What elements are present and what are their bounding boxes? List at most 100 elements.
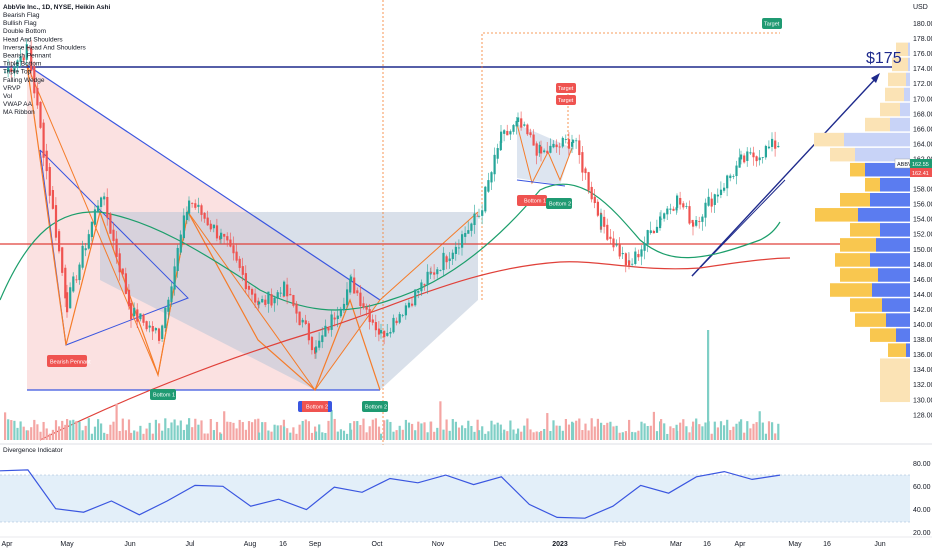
candle-body (743, 155, 746, 163)
volume-bar (685, 426, 688, 440)
candle-body (215, 225, 219, 239)
candle-body (436, 269, 439, 275)
candle-body (426, 271, 429, 286)
legend-item[interactable]: VRVP (3, 85, 21, 92)
legend-item[interactable]: Vol (3, 93, 13, 100)
pattern-labels: Bearish Pennant Bottom 1 Bottom 2 Bottom… (47, 18, 902, 412)
volume-bar (732, 426, 735, 440)
volume-bar (461, 425, 464, 440)
price-axis: USD 180.00 178.00 176.00 174.00 172.00 170.00… (894, 4, 932, 419)
candle-body (470, 223, 473, 231)
candle-body (555, 144, 558, 148)
legend-item[interactable]: Bullish Flag (3, 20, 37, 27)
legend-item[interactable]: VWAP AA (3, 101, 33, 108)
candle-body (481, 210, 484, 216)
candle-body (127, 289, 131, 307)
candle-body (87, 234, 90, 249)
candle-body (30, 47, 33, 71)
candle-body (254, 293, 257, 303)
label-target-1: Target (558, 86, 574, 92)
candle-body (414, 289, 417, 306)
volume-bar (90, 433, 93, 440)
volume-bar (127, 419, 131, 440)
price-tick-label: 176.00 (913, 51, 932, 58)
vrvp-bar-buy (865, 177, 880, 192)
candle-body (304, 320, 307, 325)
candle-body (90, 221, 93, 238)
volume-bar (25, 430, 28, 440)
candle-body (590, 186, 593, 200)
candle-body (655, 226, 659, 233)
candle-body (767, 146, 771, 149)
legend-item[interactable]: Head And Shoulders (3, 36, 63, 43)
volume-bar (365, 432, 368, 440)
candle-body (362, 303, 365, 308)
candle-body (606, 224, 609, 240)
candle-body (142, 314, 145, 323)
volume-bar (411, 423, 414, 440)
candle-body (226, 236, 229, 241)
candle-body (93, 209, 97, 225)
legend-item[interactable]: Double Bottom (3, 28, 46, 35)
volume-bar (490, 420, 493, 440)
volume-bar (493, 424, 496, 440)
candle-body (200, 205, 203, 215)
volume-bar (420, 423, 423, 440)
volume-bar (506, 431, 509, 440)
volume-bar (442, 429, 445, 440)
volume-bar (729, 430, 732, 440)
volume-bar (81, 430, 84, 440)
oscillator-tick-label: 20.00 (913, 530, 931, 537)
legend-item[interactable]: Falling Wedge (3, 77, 45, 84)
candle-body (487, 180, 490, 192)
candle-body (738, 157, 741, 168)
price-tick-label: 144.00 (913, 292, 932, 299)
vrvp-bar-buy (865, 117, 890, 132)
candle-body (112, 229, 115, 241)
volume-bar (660, 419, 663, 440)
vrvp-bar-buy (888, 72, 906, 87)
legend-item[interactable]: Inverse Head And Shoulders (3, 44, 86, 51)
candle-body (777, 145, 780, 148)
volume-bar (692, 421, 695, 440)
candle-body (398, 314, 401, 323)
volume-bar (197, 424, 200, 440)
candle-body (549, 145, 552, 153)
time-tick-label: 2023 (552, 541, 568, 548)
volume-bar (454, 421, 457, 440)
legend-item[interactable]: Triple Top (3, 69, 32, 76)
volume-bar (503, 429, 506, 440)
volume-bar (529, 429, 532, 440)
vrvp-bar-sell (870, 193, 910, 207)
vrvp-bar-sell (882, 298, 910, 312)
candle-body (646, 230, 649, 245)
time-tick-label: 16 (823, 541, 831, 548)
candle-body (295, 303, 298, 314)
symbol-title: AbbVie Inc., 1D, NYSE, Heikin Ashi (3, 4, 110, 11)
candle-body (500, 131, 503, 143)
candle-body (173, 266, 176, 290)
price-tick-label: 146.00 (913, 277, 932, 284)
volume-bar (336, 431, 339, 440)
price-tick-label: 142.00 (913, 307, 932, 314)
legend-item[interactable]: Bearish Pennant (3, 53, 51, 60)
volume-bar (179, 420, 182, 440)
price-tick-label: 164.00 (913, 141, 932, 148)
volume-bar (61, 420, 64, 440)
legend-item[interactable]: Bearish Flag (3, 12, 40, 19)
candle-body (346, 289, 349, 306)
volume-bar (771, 422, 774, 440)
volume-bar (719, 421, 723, 440)
volume-bar (289, 432, 292, 440)
candle-body (276, 292, 279, 299)
volume-bar (191, 427, 194, 440)
candle-body (532, 134, 535, 146)
candle-body (624, 253, 627, 266)
legend-item[interactable]: Triple Bottom (3, 61, 41, 68)
volume-bar (45, 428, 48, 440)
label-bottom1-b: Bottom 1 (524, 199, 546, 205)
legend-item[interactable]: MA Ribbon (3, 109, 35, 116)
volume-bar (324, 432, 327, 440)
candle-body (464, 232, 467, 237)
volume-bar (552, 420, 555, 440)
